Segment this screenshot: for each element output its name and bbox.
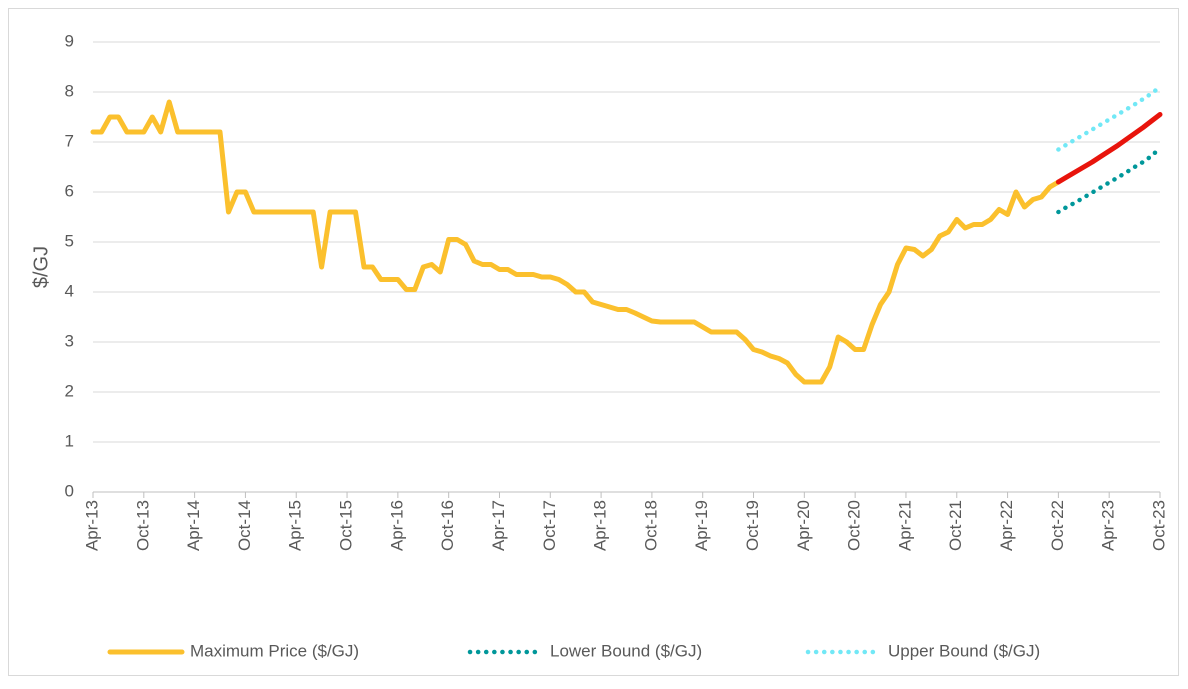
x-tick-label: Oct-16 [438,500,457,551]
x-tick-label: Apr-22 [997,500,1016,551]
x-tick-label: Apr-20 [794,500,813,551]
legend-label: Maximum Price ($/GJ) [190,641,359,660]
x-tick-label: Oct-17 [540,500,559,551]
y-axis-label: $/GJ [30,246,52,288]
x-tick-label: Apr-21 [895,500,914,551]
y-tick-label: 1 [65,431,74,450]
x-tick-label: Oct-20 [845,500,864,551]
legend-label: Upper Bound ($/GJ) [888,641,1040,660]
y-tick-label: 5 [65,231,74,250]
x-tick-label: Apr-17 [489,500,508,551]
x-tick-label: Apr-15 [286,500,305,551]
x-tick-label: Oct-18 [641,500,660,551]
y-tick-label: 6 [65,181,74,200]
x-tick-label: Oct-13 [133,500,152,551]
y-tick-label: 9 [65,31,74,50]
x-tick-label: Oct-22 [1048,500,1067,551]
series-line [90,99,1061,385]
y-tick-label: 2 [65,381,74,400]
x-tick-label: Oct-21 [946,500,965,551]
y-tick-label: 7 [65,131,74,150]
legend-label: Lower Bound ($/GJ) [550,641,702,660]
y-tick-label: 0 [65,481,74,500]
y-tick-label: 4 [65,281,74,300]
x-tick-label: Apr-13 [82,500,101,551]
x-tick-label: Apr-23 [1099,500,1118,551]
series-line [1056,84,1163,152]
x-tick-label: Apr-19 [692,500,711,551]
x-tick-label: Oct-14 [235,500,254,551]
x-tick-label: Oct-23 [1149,500,1168,551]
x-tick-label: Oct-19 [743,500,762,551]
x-tick-label: Apr-16 [387,500,406,551]
y-tick-label: 8 [65,81,74,100]
x-tick-label: Apr-14 [184,500,203,551]
series-line [1055,112,1163,185]
x-tick-label: Apr-18 [591,500,610,551]
x-tick-label: Oct-15 [337,500,356,551]
series-line [1056,145,1163,215]
y-tick-label: 3 [65,331,74,350]
